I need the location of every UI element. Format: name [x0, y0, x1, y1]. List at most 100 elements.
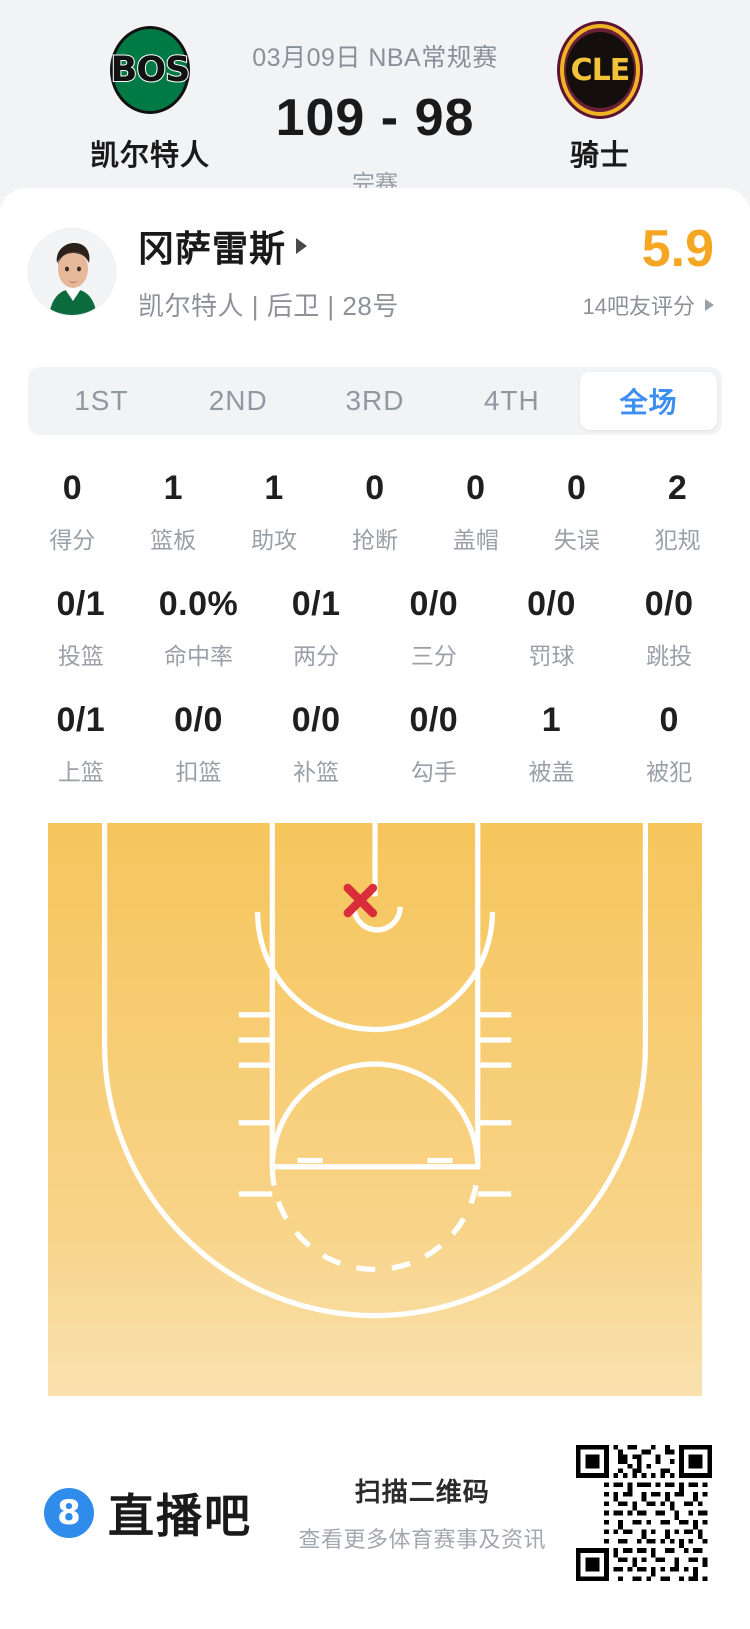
- stat-value: 0/0: [644, 585, 694, 623]
- brand-badge-icon: 8: [44, 1487, 94, 1538]
- stat-label: 勾手: [410, 759, 457, 785]
- stat-jump-shots: 0/0 跳投: [610, 585, 728, 671]
- qr-texts: 扫描二维码 查看更多体育赛事及资讯: [298, 1472, 546, 1554]
- rating-label-row[interactable]: 14吧友评分: [583, 289, 714, 321]
- stat-label: 跳投: [646, 643, 693, 669]
- stat-free-throws: 0/0 罚球: [493, 585, 611, 671]
- stat-value: 1: [541, 701, 562, 739]
- stat-value: 0: [659, 701, 679, 739]
- away-team[interactable]: CLE 骑士: [510, 22, 690, 174]
- stat-three-pointers: 0/0 三分: [375, 585, 493, 671]
- tab-2nd[interactable]: 2ND: [208, 385, 268, 416]
- tab-3rd[interactable]: 3RD: [345, 385, 405, 416]
- stat-label: 补篮: [293, 759, 340, 785]
- stat-label: 犯规: [654, 527, 701, 553]
- brand-logo[interactable]: 8 直播吧: [44, 1480, 252, 1546]
- stat-dunks: 0/0 扣篮: [140, 701, 258, 787]
- player-meta: 凯尔特人 | 后卫 | 28号: [138, 291, 399, 321]
- shot-chart[interactable]: 直播吧: [48, 823, 702, 1475]
- stat-label: 命中率: [163, 643, 233, 669]
- stat-label: 被犯: [646, 759, 693, 785]
- stat-value: 0: [365, 469, 385, 507]
- stats-row-basic: 0 得分 1 篮板 1 助攻 0 抢断 0 盖帽 0 失误: [0, 469, 750, 555]
- cle-logo-label: CLE: [570, 52, 631, 88]
- stats-row-shooting: 0/1 投篮 0.0% 命中率 0/1 两分 0/0 三分 0/0 罚球 0/0…: [0, 585, 750, 671]
- stat-turnovers: 0 失误: [526, 469, 627, 555]
- stat-steals: 0 抢断: [325, 469, 426, 555]
- stat-label: 两分: [293, 643, 340, 669]
- stat-shots-blocked: 1 被盖: [493, 701, 611, 787]
- player-card: 冈萨雷斯 凯尔特人 | 后卫 | 28号 5.9 14吧友评分 1ST 2ND …: [0, 188, 750, 1475]
- stat-value: 1: [264, 469, 284, 507]
- stat-hook-shots: 0/0 勾手: [375, 701, 493, 787]
- footer-bar: 8 直播吧 扫描二维码 查看更多体育赛事及资讯: [0, 1396, 750, 1629]
- stat-value: 2: [667, 469, 688, 507]
- stat-value: 0: [567, 469, 587, 507]
- qr-code-icon[interactable]: [576, 1444, 712, 1581]
- stat-label: 三分: [410, 643, 457, 669]
- home-team-name: 凯尔特人: [89, 140, 210, 172]
- stat-fg-percent: 0.0% 命中率: [140, 585, 258, 671]
- score-column: 03月09日 NBA常规赛 109 - 98 完赛: [240, 22, 510, 198]
- stat-label: 得分: [49, 527, 96, 553]
- player-name-line[interactable]: 冈萨雷斯: [138, 220, 583, 272]
- stat-fouls: 2 犯规: [627, 469, 728, 555]
- court-diagram: [48, 823, 702, 1475]
- stat-label: 扣篮: [175, 759, 222, 785]
- qr-block[interactable]: 扫描二维码 查看更多体育赛事及资讯: [298, 1444, 712, 1581]
- tab-4th[interactable]: 4TH: [483, 385, 540, 416]
- tab-full-game[interactable]: 全场: [580, 372, 717, 430]
- stat-value: 0/0: [409, 585, 459, 623]
- stat-value: 0/0: [291, 701, 341, 739]
- brand-name: 直播吧: [108, 1489, 252, 1542]
- stat-value: 0/1: [56, 701, 106, 739]
- player-avatar: [28, 227, 116, 316]
- stat-rebounds: 1 篮板: [123, 469, 224, 555]
- chevron-right-small-icon: [705, 298, 714, 311]
- stat-label: 助攻: [251, 527, 298, 553]
- stat-field-goals: 0/1 投篮: [22, 585, 140, 671]
- stat-label: 盖帽: [452, 527, 499, 553]
- stats-row-shot-types: 0/1 上篮 0/0 扣篮 0/0 补篮 0/0 勾手 1 被盖 0 被犯: [0, 701, 750, 787]
- bos-logo-label: BOS: [110, 49, 192, 91]
- rating-label: 14吧友评分: [582, 293, 695, 319]
- stat-value: 0/0: [409, 701, 459, 739]
- stat-value: 0/1: [56, 585, 106, 623]
- stat-assists: 1 助攻: [224, 469, 325, 555]
- stat-label: 篮板: [150, 527, 197, 553]
- final-score: 109 - 98: [275, 89, 475, 147]
- match-meta: 03月09日 NBA常规赛: [252, 44, 498, 72]
- qr-title: 扫描二维码: [354, 1476, 490, 1507]
- stat-label: 抢断: [351, 527, 398, 553]
- stat-label: 上篮: [57, 759, 104, 785]
- rating-value: 5.9: [641, 219, 714, 278]
- stat-layups: 0/1 上篮: [22, 701, 140, 787]
- stat-fouls-drawn: 0 被犯: [610, 701, 728, 787]
- scoreboard: BOS 凯尔特人 03月09日 NBA常规赛 109 - 98 完赛 CLE 骑…: [0, 0, 750, 196]
- stat-blocks: 0 盖帽: [425, 469, 526, 555]
- stat-value: 0: [466, 469, 486, 507]
- player-info: 冈萨雷斯 凯尔特人 | 后卫 | 28号: [138, 220, 583, 323]
- stat-value: 0/0: [527, 585, 576, 623]
- cle-logo-icon: CLE: [552, 22, 648, 118]
- home-team[interactable]: BOS 凯尔特人: [60, 22, 240, 174]
- stat-value: 0.0%: [158, 585, 239, 623]
- player-header[interactable]: 冈萨雷斯 凯尔特人 | 后卫 | 28号 5.9 14吧友评分: [0, 188, 750, 333]
- stat-label: 失误: [553, 527, 600, 553]
- player-rating-block[interactable]: 5.9 14吧友评分: [583, 223, 722, 321]
- stat-label: 被盖: [528, 759, 575, 785]
- tab-1st[interactable]: 1ST: [74, 385, 129, 416]
- stat-label: 投篮: [57, 643, 104, 669]
- stat-putbacks: 0/0 补篮: [257, 701, 375, 787]
- stat-value: 0/0: [174, 701, 223, 739]
- player-name: 冈萨雷斯: [138, 228, 287, 269]
- shot-marker-miss: [343, 883, 378, 918]
- stat-value: 0: [62, 469, 83, 507]
- stat-value: 0/1: [291, 585, 341, 623]
- stat-label: 罚球: [528, 643, 575, 669]
- period-tabs: 1ST 2ND 3RD 4TH 全场: [28, 367, 722, 435]
- stat-two-pointers: 0/1 两分: [257, 585, 375, 671]
- avatar-portrait-icon: [29, 228, 115, 315]
- stat-points: 0 得分: [22, 469, 123, 555]
